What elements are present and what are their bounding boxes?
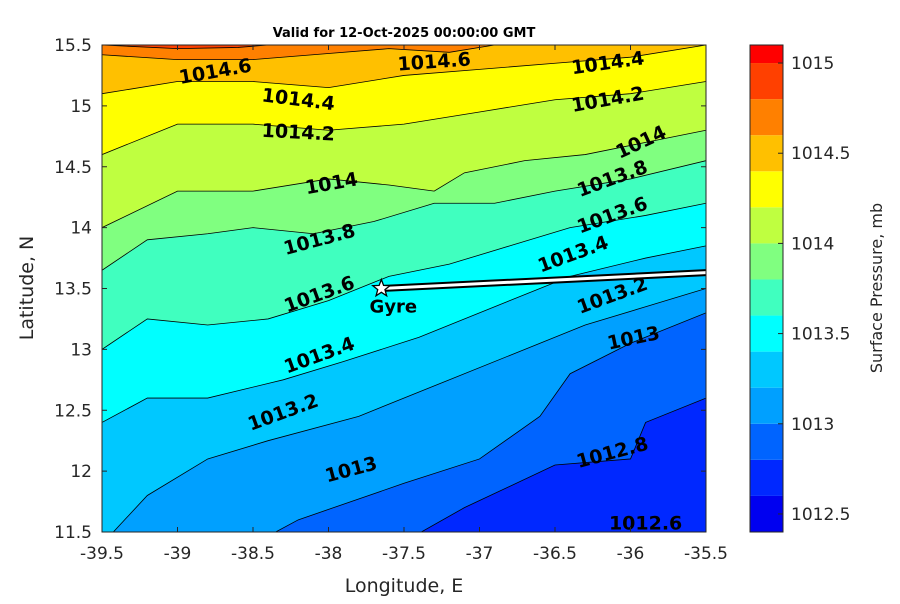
- contour-line-1014: [102, 129, 706, 228]
- contour-line-1013: [274, 312, 706, 532]
- colorbar-band: [750, 387, 783, 424]
- colorbar-frame: [749, 44, 784, 533]
- colorbar-band: [750, 243, 783, 280]
- colorbar-tick-label: 1013.5: [791, 325, 850, 345]
- colorbar-tick-label: 1014.5: [791, 144, 850, 164]
- contour-fill-1014.8: [102, 45, 272, 49]
- x-tick-label: -39: [164, 544, 192, 564]
- contour-line-1014.6: [102, 45, 495, 61]
- contour-label: 1012.6: [609, 512, 682, 534]
- colorbar-band: [750, 315, 783, 352]
- colorbar-tick-label: 1013: [791, 415, 834, 435]
- contour-fills: [102, 45, 706, 532]
- colorbar-tick-label: 1012.5: [791, 505, 850, 525]
- gyre-star-icon: [371, 277, 392, 298]
- contour-line-1014.4: [102, 45, 706, 95]
- x-axis-ticks: -39.5 -39 -38.5 -38 -37.5 -37 -36.5 -36 -35.5: [80, 45, 728, 564]
- y-tick-label: 11.5: [54, 523, 92, 543]
- y-tick-label: 15: [70, 97, 92, 117]
- y-tick-label: 14: [70, 219, 92, 239]
- colorbar-band: [750, 99, 783, 136]
- contour-lines: [102, 45, 706, 532]
- y-tick-label: 13.5: [54, 280, 92, 300]
- colorbar-band: [750, 135, 783, 172]
- contour-fill-1014.6: [102, 45, 498, 60]
- x-tick-label: -38.5: [231, 544, 275, 564]
- colorbar-band: [750, 279, 783, 316]
- colorbar-band: [750, 351, 783, 388]
- contour-label: 1014.2: [261, 120, 335, 146]
- colorbar: 1012.5 1013 1013.5 1014 1014.5 1015 Surface P…: [749, 44, 886, 533]
- x-tick-label: -38: [315, 544, 343, 564]
- y-tick-label: 12: [70, 462, 92, 482]
- colorbar-band: [750, 459, 783, 496]
- x-tick-label: -35.5: [684, 544, 728, 564]
- contour-line-1012.8: [420, 397, 706, 532]
- contour-line-1013.4: [102, 245, 706, 423]
- colorbar-band: [750, 63, 783, 100]
- y-tick-label: 13: [70, 340, 92, 360]
- colorbar-tick-label: 1015: [791, 54, 834, 74]
- x-axis-label: Longitude, E: [345, 575, 464, 597]
- contour-line-1014.2: [102, 81, 706, 155]
- colorbar-band: [750, 495, 783, 532]
- y-axis-label: Latitude, N: [16, 236, 38, 341]
- y-tick-label: 15.5: [54, 36, 92, 56]
- gyre-label: Gyre: [370, 297, 418, 318]
- contour-line-1013.6: [102, 202, 706, 350]
- y-tick-label: 12.5: [54, 401, 92, 421]
- colorbar-tick-label: 1014: [791, 234, 834, 254]
- colorbar-bands: [750, 45, 783, 532]
- colorbar-band: [750, 45, 783, 64]
- x-tick-label: -36: [617, 544, 645, 564]
- chart-title: Valid for 12-Oct-2025 00:00:00 GMT: [273, 26, 536, 41]
- contour-line-1013.8: [102, 160, 706, 271]
- y-tick-label: 14.5: [54, 158, 92, 178]
- x-tick-label: -37.5: [382, 544, 426, 564]
- colorbar-band: [750, 423, 783, 460]
- contour-label: 1014.6: [397, 49, 472, 76]
- x-tick-label: -39.5: [80, 544, 124, 564]
- x-tick-label: -36.5: [533, 544, 577, 564]
- colorbar-band: [750, 207, 783, 244]
- storm-track-layer: Gyre: [370, 269, 707, 318]
- contour-line-1013.2: [112, 288, 706, 532]
- storm-track-line: [381, 271, 707, 290]
- colorbar-label: Surface Pressure, mb: [867, 203, 886, 373]
- colorbar-ticks: 1012.5 1013 1013.5 1014 1014.5 1015: [778, 54, 850, 525]
- y-axis-ticks: 11.5 12 12.5 13 13.5 14 14.5 15 15.5: [54, 36, 706, 543]
- colorbar-band: [750, 171, 783, 208]
- x-tick-label: -37: [466, 544, 494, 564]
